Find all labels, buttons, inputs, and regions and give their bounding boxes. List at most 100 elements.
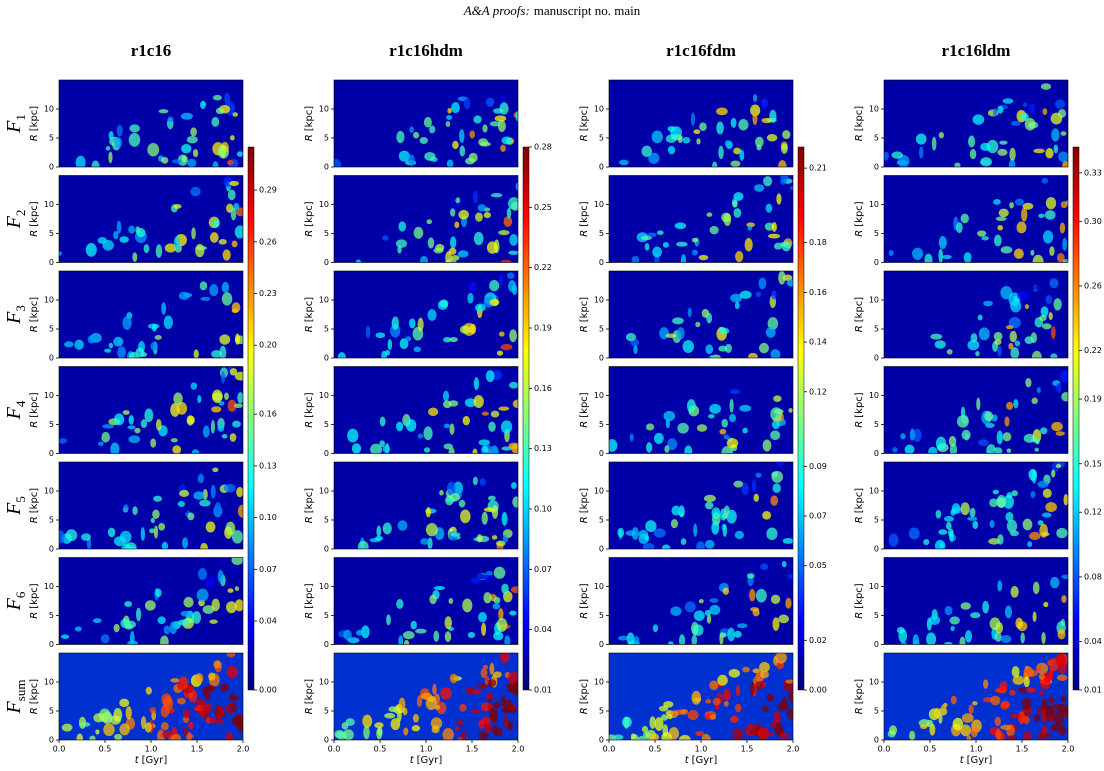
heatmap-blob: [449, 673, 458, 684]
heatmap-blob: [739, 290, 752, 299]
x-tick-label: 0.0: [878, 745, 891, 754]
heatmap: [609, 557, 793, 645]
heatmap-blob: [508, 197, 518, 210]
y-axis-label: R [kpc]: [304, 201, 315, 236]
heatmap-blob: [1060, 694, 1067, 703]
heatmap-blob: [504, 635, 511, 645]
heatmap-blob: [999, 680, 1008, 692]
heatmap-blob: [778, 160, 787, 167]
heatmap-blob: [997, 148, 1008, 156]
heatmap-blob: [718, 327, 730, 335]
heatmap-blob: [1022, 518, 1033, 531]
heatmap-blob: [665, 333, 677, 338]
y-tick-label: 5: [599, 707, 604, 716]
y-label-symbol: R: [854, 516, 865, 523]
heatmap-blob: [1002, 432, 1012, 442]
heatmap-blob: [1043, 601, 1049, 608]
heatmap-blob: [492, 505, 499, 519]
heatmap-blob: [488, 421, 496, 432]
colorbar-tick-label: 0.25: [534, 203, 552, 212]
heatmap-blob: [1060, 618, 1066, 626]
colorbar-tick-label: 0.16: [534, 384, 552, 393]
heatmap-blob: [234, 599, 243, 612]
heatmap-blob: [202, 709, 210, 719]
y-tick-label: 10: [44, 200, 54, 209]
heatmap-blob: [226, 665, 238, 679]
heatmap-blob: [734, 301, 740, 310]
y-label-unit: [kpc]: [854, 106, 865, 132]
heatmap-blob: [462, 415, 470, 426]
heatmap-blob: [205, 521, 216, 533]
heatmap-blob: [659, 327, 669, 340]
heatmap-blob: [1036, 387, 1041, 394]
y-tick-label: 0: [324, 449, 329, 458]
y-label-symbol: R: [304, 134, 315, 141]
heatmap-blob: [227, 189, 236, 201]
colorbar-tick-label: 0.15: [1084, 459, 1102, 468]
heatmap-blob: [892, 446, 898, 453]
y-axis-label: R [kpc]: [29, 392, 40, 427]
heatmap-blob: [161, 730, 173, 739]
heatmap-blob: [712, 697, 721, 706]
heatmap-blob: [483, 507, 494, 512]
heatmap-blob: [625, 332, 637, 342]
heatmap-blob: [234, 225, 243, 239]
heatmap-blob: [997, 580, 1003, 592]
y-tick-label: 10: [869, 391, 879, 400]
y-axis-label: R [kpc]: [29, 679, 40, 714]
heatmap: [884, 653, 1068, 740]
panel-frame: [608, 79, 794, 168]
heatmap-background: [609, 175, 793, 263]
y-tick-label: 10: [869, 296, 879, 305]
heatmap-blob: [379, 440, 385, 448]
y-label-unit: [kpc]: [854, 297, 865, 323]
heatmap-blob: [221, 434, 228, 439]
heatmap-blob: [496, 618, 508, 632]
y-tick-label: 0: [49, 736, 54, 745]
heatmap-blob: [459, 145, 466, 157]
heatmap-blob: [950, 509, 956, 516]
heatmap-blob: [132, 506, 138, 516]
heatmap-blob: [460, 509, 471, 524]
heatmap-blob: [656, 230, 664, 236]
heatmap-blob: [732, 728, 744, 740]
y-tick-label: 0: [599, 545, 604, 554]
heatmap-blob: [1051, 128, 1060, 142]
heatmap-blob: [113, 707, 123, 722]
heatmap-blob: [483, 592, 492, 604]
heatmap-blob: [691, 237, 699, 243]
heatmap-blob: [1031, 350, 1042, 358]
heatmap-blob: [482, 445, 489, 453]
y-tick-label: 0: [49, 258, 54, 267]
heatmap-blob: [935, 509, 942, 519]
heatmap-blob: [755, 472, 762, 478]
heatmap-blob: [74, 339, 84, 350]
heatmap-blob: [155, 244, 163, 258]
heatmap-blob: [409, 318, 416, 329]
y-label-symbol: R: [29, 134, 40, 141]
heatmap-blob: [345, 718, 355, 726]
x-tick-label: 1.5: [741, 745, 754, 754]
y-tick-label: 0: [324, 163, 329, 172]
heatmap-blob: [453, 481, 464, 495]
row-symbol: F: [3, 215, 25, 229]
panel-frame: [58, 557, 244, 645]
heatmap-blob: [147, 143, 160, 157]
heatmap-blob: [472, 476, 478, 486]
heatmap-blob: [1031, 397, 1038, 405]
x-tick-label: 2.0: [237, 745, 250, 754]
y-axis-label: R [kpc]: [854, 488, 865, 523]
heatmap: [884, 557, 1068, 645]
heatmap-blob: [478, 439, 491, 446]
heatmap-blob: [439, 490, 444, 496]
heatmap-blob: [1008, 342, 1014, 350]
heatmap-blob: [161, 302, 167, 315]
heatmap-blob: [1023, 731, 1032, 740]
heatmap-blob: [1041, 632, 1046, 644]
heatmap-blob: [677, 422, 689, 434]
heatmap-blob: [459, 703, 467, 712]
heatmap-blob: [212, 94, 222, 101]
heatmap-blob: [995, 216, 1007, 222]
x-label-symbol: t: [135, 755, 140, 766]
row-label: F4: [3, 400, 28, 420]
